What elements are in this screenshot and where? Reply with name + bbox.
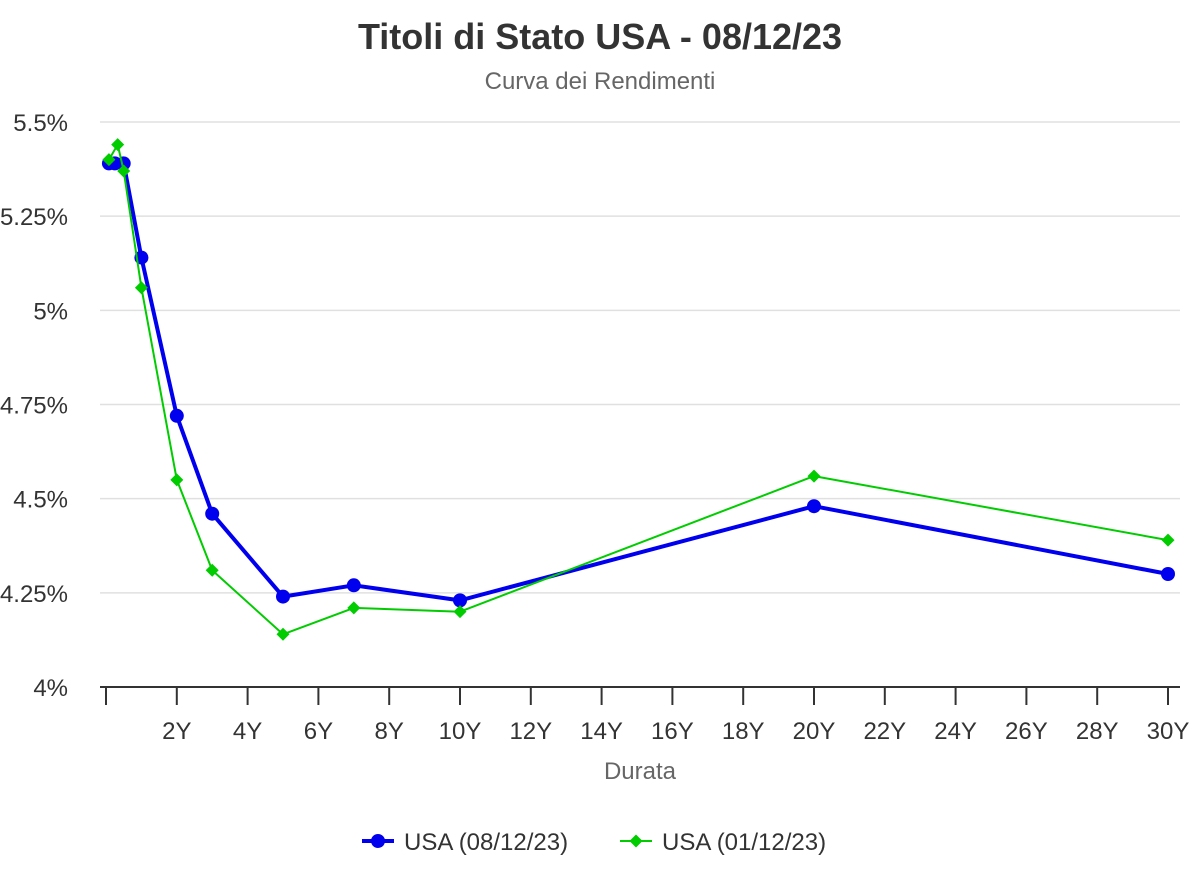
chart-subtitle: Curva dei Rendimenti [485, 68, 716, 95]
data-point [453, 593, 467, 608]
data-point [205, 563, 219, 577]
x-tick-label: 26Y [1005, 718, 1048, 745]
x-tick-label: 14Y [580, 718, 623, 745]
y-tick-label: 4% [33, 675, 68, 702]
data-point [276, 627, 290, 641]
x-tick-label: 22Y [863, 718, 906, 745]
x-tick-label: 18Y [722, 718, 765, 745]
x-tick-label: 6Y [304, 718, 333, 745]
data-point [453, 605, 467, 619]
y-tick-label: 5.25% [0, 204, 68, 231]
data-point [134, 281, 148, 295]
y-tick-label: 4.5% [13, 487, 68, 514]
x-tick-label: 10Y [439, 718, 482, 745]
legend-label: USA (08/12/23) [404, 829, 568, 856]
legend-item-usa-08-12-23[interactable]: USA (08/12/23) [362, 829, 568, 856]
data-point [117, 164, 131, 178]
x-axis-title: Durata [604, 758, 677, 785]
series-usa-08-12-23 [101, 156, 1175, 608]
data-point [102, 153, 116, 167]
data-point [276, 589, 290, 604]
chart-title: Titoli di Stato USA - 08/12/23 [358, 16, 842, 57]
data-point [169, 408, 184, 423]
x-tick-label: 24Y [934, 718, 977, 745]
data-point [807, 499, 821, 514]
x-axis: 2Y 4Y 6Y 8Y 10Y 12Y 14Y 16Y 18Y 20Y 22Y 24Y 26Y 28Y 30… [100, 686, 1190, 745]
y-tick-label: 5.5% [13, 110, 68, 137]
series-layer [101, 138, 1175, 641]
x-tick-label: 28Y [1076, 718, 1119, 745]
data-point [1161, 533, 1175, 547]
legend-marker [629, 834, 643, 848]
legend-label: USA (01/12/23) [662, 829, 826, 856]
series-line [108, 143, 1169, 636]
data-point [205, 506, 220, 521]
data-point [347, 601, 361, 615]
data-point [170, 473, 184, 487]
data-point [1161, 567, 1175, 581]
x-tick-label: 2Y [162, 718, 191, 745]
y-axis-ticks: 4% 4.25% 4.5% 4.75% 5% 5.25% 5.5% [0, 110, 68, 702]
legend-marker [371, 834, 385, 848]
y-tick-label: 5% [33, 298, 68, 325]
legend-item-usa-01-12-23[interactable]: USA (01/12/23) [620, 829, 826, 856]
y-tick-label: 4.75% [0, 393, 68, 420]
x-tick-label: 8Y [375, 718, 404, 745]
x-tick-label: 20Y [793, 718, 836, 745]
grid-lines [100, 121, 1180, 594]
x-tick-label: 16Y [651, 718, 694, 745]
legend: USA (08/12/23) USA (01/12/23) [362, 829, 826, 856]
x-tick-label: 12Y [509, 718, 552, 745]
x-tick-label: 30Y [1147, 718, 1190, 745]
y-tick-label: 4.25% [0, 581, 68, 608]
series-line [108, 161, 1169, 603]
data-point [807, 469, 821, 483]
series-usa-01-12-23 [102, 138, 1175, 641]
x-tick-label: 4Y [233, 718, 262, 745]
data-point [111, 138, 125, 152]
data-point [346, 578, 361, 593]
